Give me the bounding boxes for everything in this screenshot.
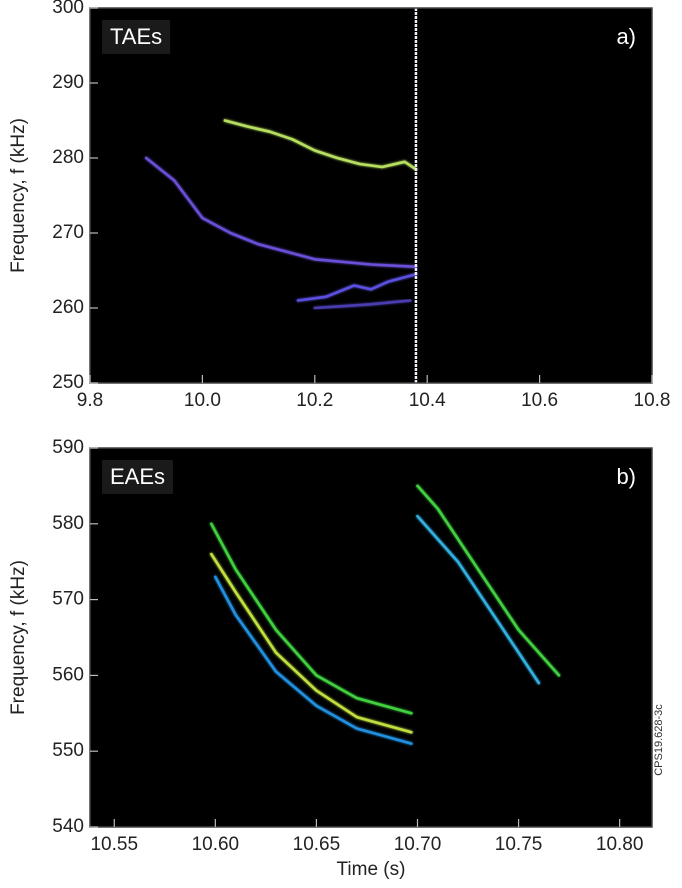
y-tick-label: 270 [52, 222, 84, 243]
y-tick-label: 560 [52, 664, 84, 685]
trace [214, 575, 413, 745]
y-tick-label: 590 [52, 437, 84, 458]
y-tick-label: 580 [52, 513, 84, 534]
panel-label: a) [616, 24, 636, 49]
x-tick-label: 10.0 [184, 390, 221, 411]
y-tick-label: 250 [52, 372, 84, 393]
x-tick-label: 9.8 [77, 390, 103, 411]
trace [416, 514, 541, 685]
x-tick-label: 10.80 [596, 834, 644, 855]
trace [313, 299, 412, 310]
panel-label: b) [616, 464, 636, 489]
trace [296, 273, 418, 302]
x-tick-label: 10.55 [90, 834, 138, 855]
x-tick-label: 10.70 [394, 834, 442, 855]
trace [144, 156, 418, 269]
panel-title: EAEs [110, 464, 165, 489]
trace [223, 119, 418, 171]
title-background [102, 460, 174, 494]
panel: 540 550 560 570 580 590 10.55 10.60 10.65 10.70 10… [8, 437, 654, 880]
x-tick-label: 10.2 [296, 390, 333, 411]
x-tick-label: 10.6 [521, 390, 558, 411]
x-axis-label: Time (s) [337, 859, 406, 880]
panel: 250 260 270 280 290 300 9.8 10.0 10.2 10.4 10.6 10.… [8, 0, 670, 411]
y-tick-label: 570 [52, 589, 84, 610]
plot-background [90, 448, 652, 827]
x-tick-label: 10.65 [293, 834, 341, 855]
x-tick-label: 10.75 [495, 834, 543, 855]
x-tick-label: 10.4 [409, 390, 446, 411]
plot-background [90, 8, 652, 383]
y-axis-label: Frequency, f (kHz) [8, 560, 29, 715]
x-tick-label: 10.60 [192, 834, 240, 855]
plot-frame [89, 447, 653, 828]
y-tick-label: 280 [52, 147, 84, 168]
title-background [102, 20, 171, 54]
x-tick-label: 10.8 [634, 390, 671, 411]
y-axis-label: Frequency, f (kHz) [8, 118, 29, 273]
y-tick-label: 300 [52, 0, 84, 18]
plot-frame [89, 7, 653, 384]
y-tick-label: 290 [52, 72, 84, 93]
figure-id: CPS19.628-3c [653, 704, 665, 776]
y-tick-label: 260 [52, 297, 84, 318]
trace [416, 484, 561, 677]
trace [210, 552, 413, 734]
y-tick-label: 540 [52, 816, 84, 837]
y-tick-label: 550 [52, 740, 84, 761]
trace [210, 522, 413, 715]
panel-title: TAEs [110, 24, 162, 49]
